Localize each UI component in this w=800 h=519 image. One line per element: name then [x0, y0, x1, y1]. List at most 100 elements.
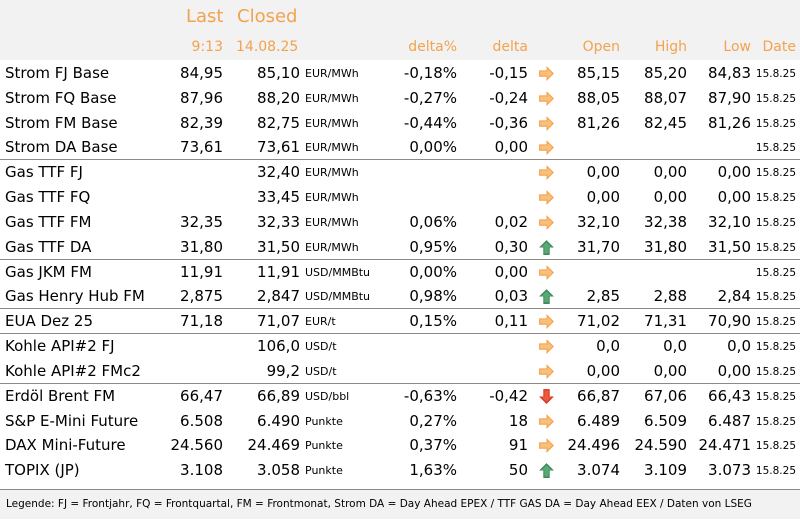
up-arrow-icon: [538, 239, 555, 256]
cell-delta: 0,00: [494, 262, 528, 281]
cell-low: 87,90: [708, 88, 751, 107]
right-arrow-icon: [538, 338, 555, 355]
cell-unit: USD/t: [305, 364, 337, 378]
cell-low: 84,83: [708, 64, 751, 82]
cell-unit: USD/bbl: [305, 389, 350, 403]
cell-closed: 99,2: [266, 361, 300, 380]
cell-open: 0,00: [586, 188, 620, 207]
cell-date: 15.8.25: [755, 365, 796, 378]
right-arrow-icon: [538, 363, 555, 380]
cell-date: 15.8.25: [755, 167, 796, 180]
cell-low: 0,00: [717, 163, 751, 182]
delta-header: delta: [492, 39, 528, 55]
cell-delta: 0,30: [494, 237, 528, 256]
table-row: Gas Henry Hub FM 2,875 2,847 USD/MMBtu 0,98%…: [0, 284, 800, 310]
cell-low: 6.487: [708, 411, 751, 430]
cell-date: 15.8.25: [755, 465, 796, 478]
cell-last: 87,96: [180, 88, 223, 107]
cell-low: 0,00: [717, 361, 751, 380]
cell-low: 81,26: [708, 113, 751, 132]
cell-low: 0,0: [727, 337, 751, 356]
cell-open: 85,15: [577, 64, 620, 82]
cell-open: 2,85: [586, 287, 620, 306]
cell-last: 82,39: [180, 113, 223, 132]
cell-high: 2,88: [653, 287, 687, 306]
deltapct-header: delta%: [408, 39, 457, 55]
cell-date: 15.8.25: [755, 216, 796, 229]
cell-name: Kohle API#2 FMc2: [5, 361, 141, 380]
cell-last: 2,875: [180, 287, 223, 306]
cell-deltapct: -0,18%: [403, 64, 457, 82]
table-row: DAX Mini-Future 24.560 24.469 Punkte 0,37% 91…: [0, 433, 800, 458]
table-header-top: Last Closed: [0, 0, 800, 34]
cell-last: 66,47: [180, 386, 223, 405]
cell-closed: 71,07: [257, 312, 300, 331]
cell-high: 88,07: [644, 88, 687, 107]
cell-deltapct: -0,44%: [403, 113, 457, 132]
cell-date: 15.8.25: [755, 291, 796, 304]
right-arrow-icon: [538, 90, 555, 107]
cell-low: 31,50: [708, 237, 751, 256]
cell-high: 3.109: [644, 461, 687, 480]
cell-high: 31,80: [644, 237, 687, 256]
cell-high: 67,06: [644, 386, 687, 405]
cell-unit: EUR/t: [305, 315, 336, 329]
table-row: EUA Dez 25 71,18 71,07 EUR/t 0,15% 0,11 71,02 7…: [0, 309, 800, 335]
cell-unit: EUR/MWh: [305, 191, 359, 205]
cell-closed: 24.469: [247, 436, 301, 455]
cell-name: TOPIX (JP): [5, 461, 80, 480]
right-arrow-icon: [538, 437, 555, 454]
cell-delta: 50: [508, 461, 528, 480]
cell-deltapct: 0,06%: [409, 212, 457, 231]
cell-name: DAX Mini-Future: [5, 436, 126, 455]
cell-delta: 0,02: [494, 212, 528, 231]
legend-text: Legende: FJ = Frontjahr, FQ = Frontquart…: [6, 498, 752, 510]
cell-deltapct: 0,37%: [409, 436, 457, 455]
cell-date: 15.8.25: [755, 316, 796, 329]
table-row: S&P E-Mini Future 6.508 6.490 Punkte 0,27% 18…: [0, 409, 800, 434]
cell-open: 0,00: [586, 163, 620, 182]
cell-date: 15.8.25: [755, 117, 796, 130]
cell-name: Gas TTF DA: [5, 237, 92, 256]
cell-date: 15.8.25: [755, 241, 796, 254]
table-row: Kohle API#2 FJ 106,0 USD/t 0,0 0,0 0,0 15.8.25: [0, 334, 800, 359]
cell-last: 84,95: [180, 64, 223, 82]
right-arrow-icon: [538, 189, 555, 206]
cell-high: 82,45: [644, 113, 687, 132]
cell-date: 15.8.25: [755, 341, 796, 354]
last-header: Last: [186, 6, 224, 27]
cell-closed: 31,50: [257, 237, 300, 256]
cell-unit: EUR/MWh: [305, 67, 359, 80]
cell-last: 11,91: [180, 262, 223, 281]
cell-open: 32,10: [577, 212, 620, 231]
cell-deltapct: 0,95%: [409, 237, 457, 256]
cell-date: 15.8.25: [755, 415, 796, 428]
cell-high: 71,31: [644, 312, 687, 331]
cell-date: 15.8.25: [755, 142, 796, 155]
right-arrow-icon: [538, 164, 555, 181]
cell-deltapct: -0,63%: [403, 386, 457, 405]
cell-high: 0,00: [653, 188, 687, 207]
cell-delta: -0,24: [489, 88, 528, 107]
cell-unit: Punkte: [305, 414, 343, 428]
cell-open: 3.074: [577, 461, 620, 480]
cell-closed: 32,40: [257, 163, 300, 182]
right-arrow-icon: [538, 65, 555, 82]
cell-unit: USD/MMBtu: [305, 265, 371, 279]
open-header: Open: [582, 39, 620, 55]
cell-unit: Punkte: [305, 439, 343, 453]
cell-name: Strom FQ Base: [5, 88, 117, 107]
cell-date: 15.8.25: [755, 440, 796, 453]
cell-open: 81,26: [577, 113, 620, 132]
low-header: Low: [723, 39, 751, 55]
table-row: Gas TTF FJ 32,40 EUR/MWh 0,00 0,00 0,00 15.8.2…: [0, 160, 800, 185]
cell-high: 0,00: [653, 361, 687, 380]
up-arrow-icon: [538, 288, 555, 305]
cell-name: Gas JKM FM: [5, 262, 92, 281]
cell-deltapct: 0,98%: [409, 287, 457, 306]
cell-delta: -0,42: [489, 386, 528, 405]
cell-delta: 91: [508, 436, 528, 455]
table-header-bottom: 9:13 14.08.25 delta% delta Open High Low…: [0, 34, 800, 60]
closed-header: Closed: [237, 6, 298, 27]
cell-delta: 0,03: [494, 287, 528, 306]
